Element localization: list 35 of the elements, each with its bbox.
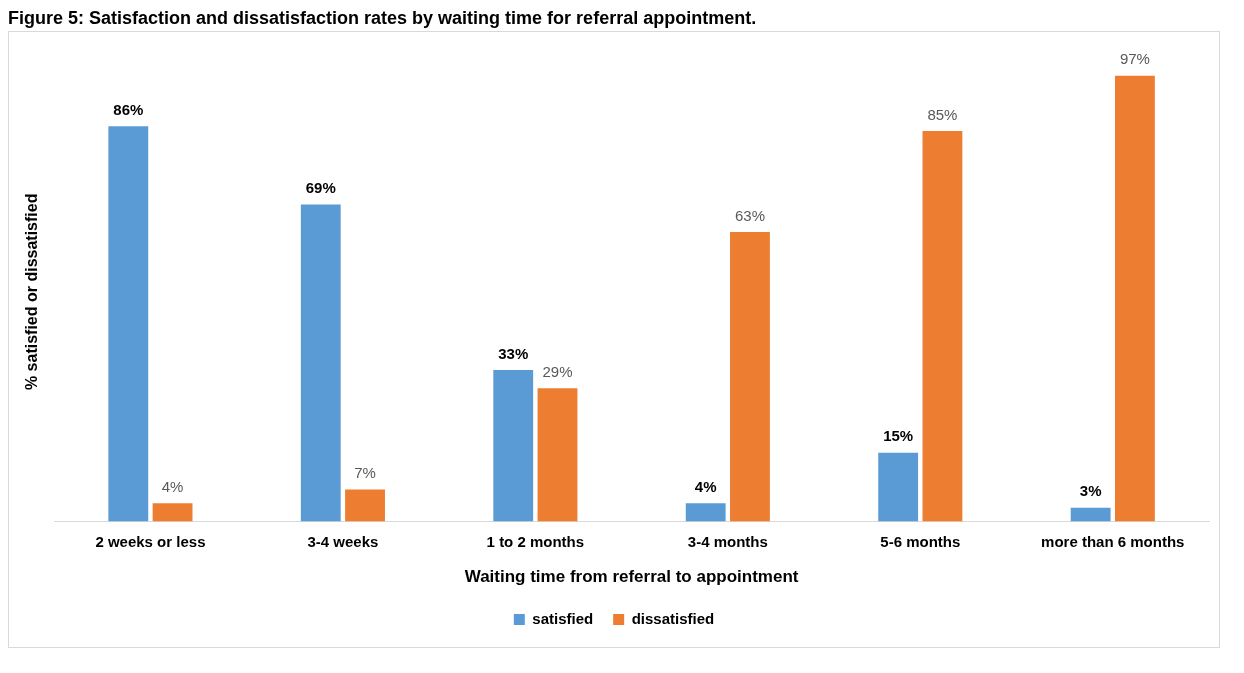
bar <box>730 232 770 522</box>
x-tick-label: 3-4 months <box>687 532 768 550</box>
bar <box>878 452 919 522</box>
y-axis-title: % satisfied or dissatisfied <box>23 193 41 391</box>
bar <box>537 388 578 522</box>
bar <box>345 489 385 522</box>
x-tick-label: 1 to 2 months <box>486 532 585 550</box>
x-axis-title: Waiting time from referral to appointment <box>464 567 799 587</box>
bar <box>152 503 193 522</box>
x-tick-label: 2 weeks or less <box>95 532 206 550</box>
data-label: 97% <box>1119 50 1150 68</box>
bar <box>1114 75 1155 522</box>
data-label: 86% <box>113 100 144 118</box>
data-label: 33% <box>498 344 529 362</box>
bar <box>685 503 726 522</box>
data-label: 7% <box>354 464 376 482</box>
x-tick-label: 5-6 months <box>880 532 961 550</box>
x-tick-label: more than 6 months <box>1041 532 1185 550</box>
bar <box>922 130 963 522</box>
bar <box>108 126 149 522</box>
x-tick-label: 3-4 weeks <box>307 532 379 550</box>
data-label: 63% <box>734 206 765 224</box>
bar <box>300 204 341 522</box>
data-label: 15% <box>883 427 914 445</box>
data-label: 4% <box>694 477 717 495</box>
data-label: 85% <box>927 105 958 123</box>
data-label: 3% <box>1079 482 1102 500</box>
data-label: 69% <box>305 179 336 197</box>
legend-label: satisfied <box>532 609 594 627</box>
bar <box>493 369 534 522</box>
legend-label: dissatisfied <box>631 609 715 627</box>
data-label: 4% <box>161 477 184 495</box>
data-label: 29% <box>542 362 573 380</box>
bar <box>1070 507 1111 522</box>
chart-title: Figure 5: Satisfaction and dissatisfaction rates by waiting time for referral appointment. <box>8 8 758 29</box>
